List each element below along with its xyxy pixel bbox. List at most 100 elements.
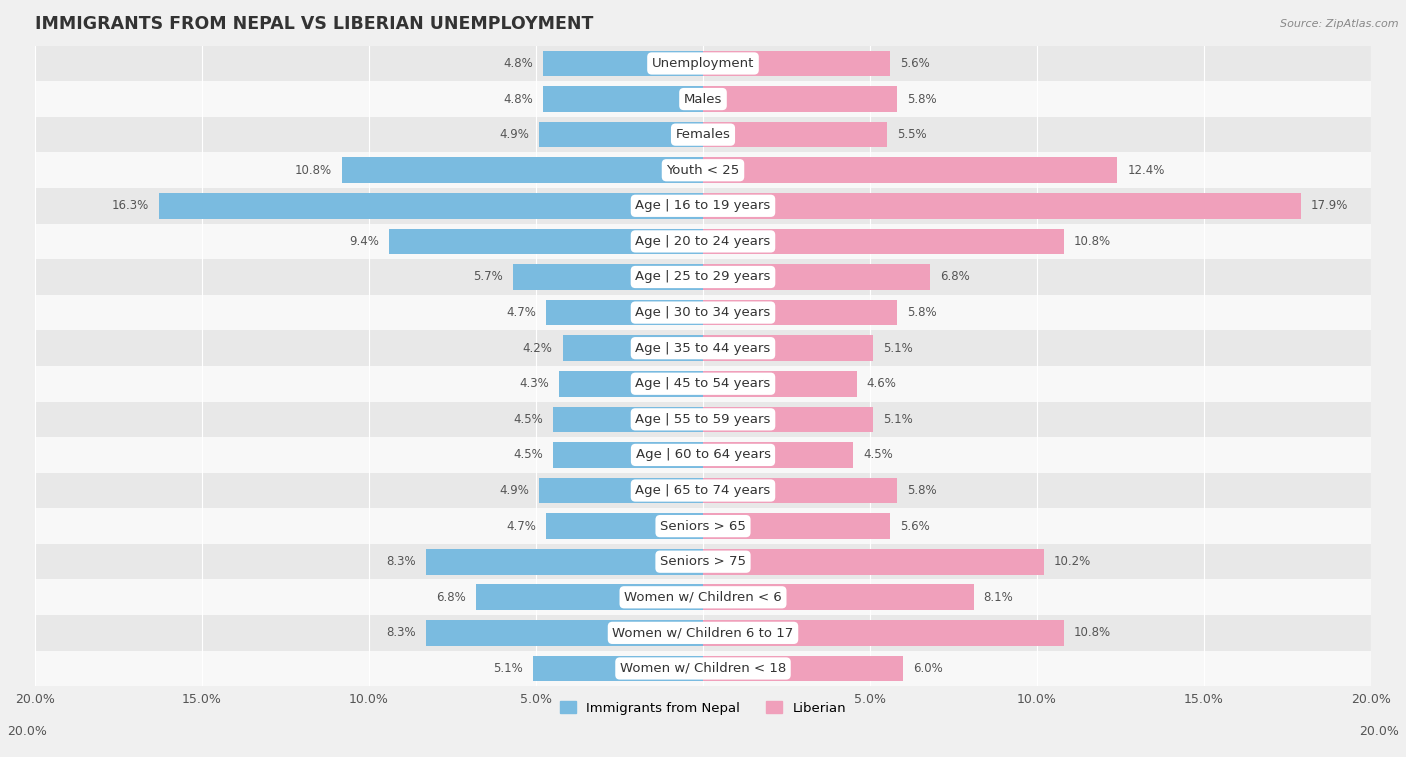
Bar bbox=[703, 549, 1043, 575]
Bar bbox=[703, 656, 904, 681]
Bar bbox=[703, 584, 973, 610]
Bar bbox=[35, 223, 1371, 259]
Text: 5.7%: 5.7% bbox=[472, 270, 502, 283]
Text: 5.1%: 5.1% bbox=[883, 413, 912, 426]
Bar bbox=[703, 442, 853, 468]
Text: 8.3%: 8.3% bbox=[387, 555, 416, 569]
Text: 5.6%: 5.6% bbox=[900, 57, 929, 70]
Bar bbox=[426, 549, 703, 575]
Text: Seniors > 65: Seniors > 65 bbox=[659, 519, 747, 533]
Text: Women w/ Children < 18: Women w/ Children < 18 bbox=[620, 662, 786, 675]
Bar bbox=[426, 620, 703, 646]
Bar bbox=[703, 407, 873, 432]
Bar bbox=[553, 407, 703, 432]
Text: Age | 20 to 24 years: Age | 20 to 24 years bbox=[636, 235, 770, 248]
Bar bbox=[35, 330, 1371, 366]
Text: 4.5%: 4.5% bbox=[863, 448, 893, 462]
Bar bbox=[35, 81, 1371, 117]
Bar bbox=[560, 371, 703, 397]
Bar bbox=[553, 442, 703, 468]
Text: 8.1%: 8.1% bbox=[984, 590, 1014, 604]
Bar bbox=[703, 335, 873, 361]
Text: Youth < 25: Youth < 25 bbox=[666, 164, 740, 176]
Text: 6.0%: 6.0% bbox=[914, 662, 943, 675]
Text: 5.8%: 5.8% bbox=[907, 306, 936, 319]
Bar bbox=[35, 152, 1371, 188]
Text: Age | 30 to 34 years: Age | 30 to 34 years bbox=[636, 306, 770, 319]
Bar bbox=[703, 193, 1301, 219]
Text: 5.5%: 5.5% bbox=[897, 128, 927, 141]
Text: 20.0%: 20.0% bbox=[7, 725, 46, 738]
Text: Women w/ Children < 6: Women w/ Children < 6 bbox=[624, 590, 782, 604]
Text: Seniors > 75: Seniors > 75 bbox=[659, 555, 747, 569]
Text: Age | 25 to 29 years: Age | 25 to 29 years bbox=[636, 270, 770, 283]
Text: 4.8%: 4.8% bbox=[503, 57, 533, 70]
Bar bbox=[35, 580, 1371, 615]
Bar bbox=[513, 264, 703, 290]
Bar bbox=[703, 86, 897, 112]
Bar bbox=[546, 513, 703, 539]
Bar bbox=[35, 294, 1371, 330]
Text: Age | 55 to 59 years: Age | 55 to 59 years bbox=[636, 413, 770, 426]
Bar bbox=[703, 513, 890, 539]
Bar bbox=[35, 45, 1371, 81]
Text: Age | 35 to 44 years: Age | 35 to 44 years bbox=[636, 341, 770, 355]
Bar bbox=[35, 117, 1371, 152]
Text: 6.8%: 6.8% bbox=[941, 270, 970, 283]
Text: Males: Males bbox=[683, 92, 723, 105]
Text: 10.2%: 10.2% bbox=[1053, 555, 1091, 569]
Bar bbox=[703, 51, 890, 76]
Text: Age | 65 to 74 years: Age | 65 to 74 years bbox=[636, 484, 770, 497]
Text: 4.6%: 4.6% bbox=[866, 377, 897, 391]
Text: 4.5%: 4.5% bbox=[513, 413, 543, 426]
Text: 4.7%: 4.7% bbox=[506, 519, 536, 533]
Bar bbox=[562, 335, 703, 361]
Text: Age | 16 to 19 years: Age | 16 to 19 years bbox=[636, 199, 770, 212]
Text: 5.8%: 5.8% bbox=[907, 484, 936, 497]
Bar bbox=[543, 86, 703, 112]
Text: 4.8%: 4.8% bbox=[503, 92, 533, 105]
Text: Women w/ Children 6 to 17: Women w/ Children 6 to 17 bbox=[613, 626, 793, 640]
Bar bbox=[389, 229, 703, 254]
Bar bbox=[703, 229, 1064, 254]
Bar bbox=[703, 478, 897, 503]
Text: 9.4%: 9.4% bbox=[349, 235, 380, 248]
Bar bbox=[543, 51, 703, 76]
Text: 4.9%: 4.9% bbox=[499, 484, 529, 497]
Text: 4.9%: 4.9% bbox=[499, 128, 529, 141]
Bar bbox=[703, 620, 1064, 646]
Bar bbox=[35, 259, 1371, 294]
Bar bbox=[35, 544, 1371, 580]
Text: Source: ZipAtlas.com: Source: ZipAtlas.com bbox=[1281, 19, 1399, 29]
Bar bbox=[159, 193, 703, 219]
Text: 10.8%: 10.8% bbox=[295, 164, 332, 176]
Bar bbox=[703, 371, 856, 397]
Text: 5.1%: 5.1% bbox=[883, 341, 912, 355]
Text: Age | 60 to 64 years: Age | 60 to 64 years bbox=[636, 448, 770, 462]
Bar bbox=[533, 656, 703, 681]
Bar bbox=[35, 615, 1371, 651]
Text: 17.9%: 17.9% bbox=[1310, 199, 1348, 212]
Text: 5.1%: 5.1% bbox=[494, 662, 523, 675]
Bar bbox=[703, 157, 1118, 183]
Bar bbox=[342, 157, 703, 183]
Bar bbox=[35, 437, 1371, 472]
Text: 6.8%: 6.8% bbox=[436, 590, 465, 604]
Text: 20.0%: 20.0% bbox=[1360, 725, 1399, 738]
Bar bbox=[703, 300, 897, 326]
Bar bbox=[540, 122, 703, 148]
Bar bbox=[546, 300, 703, 326]
Bar bbox=[540, 478, 703, 503]
Bar bbox=[35, 472, 1371, 508]
Text: 5.6%: 5.6% bbox=[900, 519, 929, 533]
Bar bbox=[35, 401, 1371, 437]
Text: 5.8%: 5.8% bbox=[907, 92, 936, 105]
Bar bbox=[35, 188, 1371, 223]
Text: 12.4%: 12.4% bbox=[1128, 164, 1164, 176]
Text: 10.8%: 10.8% bbox=[1074, 626, 1111, 640]
Text: 8.3%: 8.3% bbox=[387, 626, 416, 640]
Text: 10.8%: 10.8% bbox=[1074, 235, 1111, 248]
Text: 4.3%: 4.3% bbox=[520, 377, 550, 391]
Text: Age | 45 to 54 years: Age | 45 to 54 years bbox=[636, 377, 770, 391]
Text: IMMIGRANTS FROM NEPAL VS LIBERIAN UNEMPLOYMENT: IMMIGRANTS FROM NEPAL VS LIBERIAN UNEMPL… bbox=[35, 15, 593, 33]
